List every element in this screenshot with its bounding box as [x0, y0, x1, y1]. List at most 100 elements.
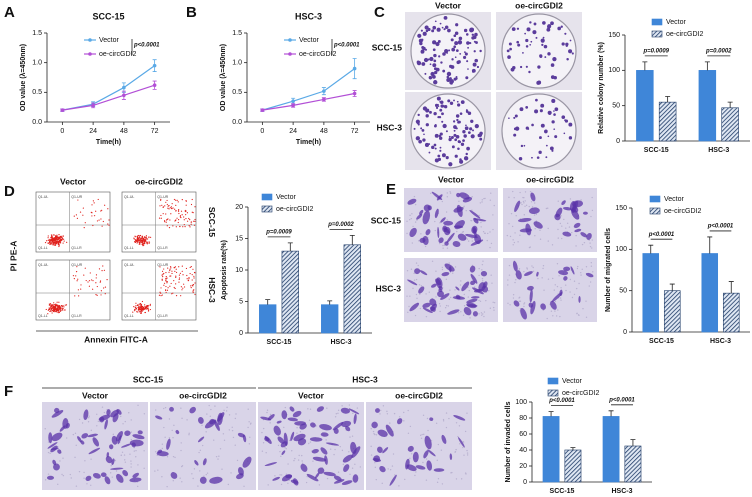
colony: [535, 36, 538, 39]
event: [142, 237, 145, 239]
pore: [514, 281, 516, 284]
event: [100, 290, 102, 292]
event: [191, 198, 193, 201]
colony: [449, 79, 454, 84]
pore: [513, 241, 516, 244]
pore: [557, 200, 559, 202]
cell: [427, 205, 432, 211]
cell: [166, 438, 171, 450]
event: [140, 309, 143, 312]
cell: [111, 458, 115, 465]
event: [53, 241, 56, 244]
pore: [223, 439, 226, 441]
legend-label: Vector: [562, 378, 583, 385]
colony: [470, 134, 475, 139]
event: [49, 308, 51, 311]
pore: [532, 270, 535, 272]
pore: [339, 445, 341, 448]
cell: [100, 472, 107, 477]
cell: [456, 192, 461, 198]
pore: [285, 448, 287, 450]
cell: [434, 208, 439, 219]
pore: [589, 245, 592, 248]
event: [143, 307, 145, 309]
colony: [532, 30, 537, 35]
pore: [447, 305, 450, 307]
colony: [515, 126, 520, 131]
y-axis-label: Number of invaded cells: [505, 401, 512, 482]
pore: [458, 312, 460, 314]
cell: [563, 266, 571, 272]
event: [95, 210, 97, 212]
pore: [512, 297, 515, 299]
legend-label: Vector: [664, 196, 685, 203]
cell: [57, 449, 62, 454]
legend-swatch: [261, 193, 273, 201]
pore: [293, 459, 295, 462]
event: [132, 311, 134, 313]
event: [72, 275, 75, 277]
event: [51, 240, 54, 242]
event: [171, 207, 173, 209]
pore: [445, 426, 448, 429]
event: [87, 281, 89, 283]
event: [134, 308, 136, 311]
pore: [110, 465, 112, 467]
colony: [433, 80, 438, 85]
colony: [471, 33, 475, 36]
colony: [539, 54, 543, 58]
cell: [414, 268, 421, 275]
pore: [446, 196, 449, 198]
pore: [231, 426, 233, 428]
pore: [410, 453, 413, 455]
event: [193, 224, 196, 226]
y-tick-label: 15: [235, 235, 243, 242]
pore: [481, 269, 483, 271]
colony: [442, 123, 447, 129]
colony: [417, 33, 422, 38]
event: [173, 198, 176, 201]
event: [59, 240, 61, 242]
pore: [592, 271, 594, 273]
legend-swatch: [649, 207, 661, 215]
colony: [429, 63, 432, 66]
pore: [333, 453, 335, 456]
event: [190, 223, 192, 225]
colony: [439, 136, 443, 140]
event: [74, 295, 76, 297]
event: [54, 240, 56, 243]
pore: [154, 470, 156, 472]
event: [148, 236, 150, 238]
pore: [576, 267, 579, 270]
event: [47, 309, 49, 311]
event: [172, 207, 174, 209]
event: [95, 282, 97, 284]
event: [166, 277, 168, 279]
cell: [441, 434, 447, 444]
pore: [446, 192, 448, 194]
colony: [524, 32, 526, 35]
pore: [415, 293, 418, 296]
y-tick-label: 10: [235, 267, 243, 274]
pore: [172, 480, 174, 482]
colony: [450, 38, 454, 42]
cell: [419, 270, 428, 276]
pore: [299, 431, 302, 433]
pore: [547, 278, 550, 280]
colony: [433, 111, 437, 116]
cell: [121, 443, 132, 448]
cell: [306, 473, 319, 482]
pore: [129, 453, 131, 455]
pore: [416, 219, 418, 221]
colony: [561, 115, 566, 119]
cell: [294, 421, 307, 426]
pore: [380, 409, 382, 412]
pore: [88, 417, 90, 419]
colony: [514, 114, 518, 118]
pore: [261, 431, 263, 434]
event: [170, 275, 172, 277]
event: [147, 307, 149, 309]
legend-label: oe-circGDI2: [562, 390, 599, 397]
pore: [215, 455, 218, 458]
pore: [249, 423, 252, 425]
